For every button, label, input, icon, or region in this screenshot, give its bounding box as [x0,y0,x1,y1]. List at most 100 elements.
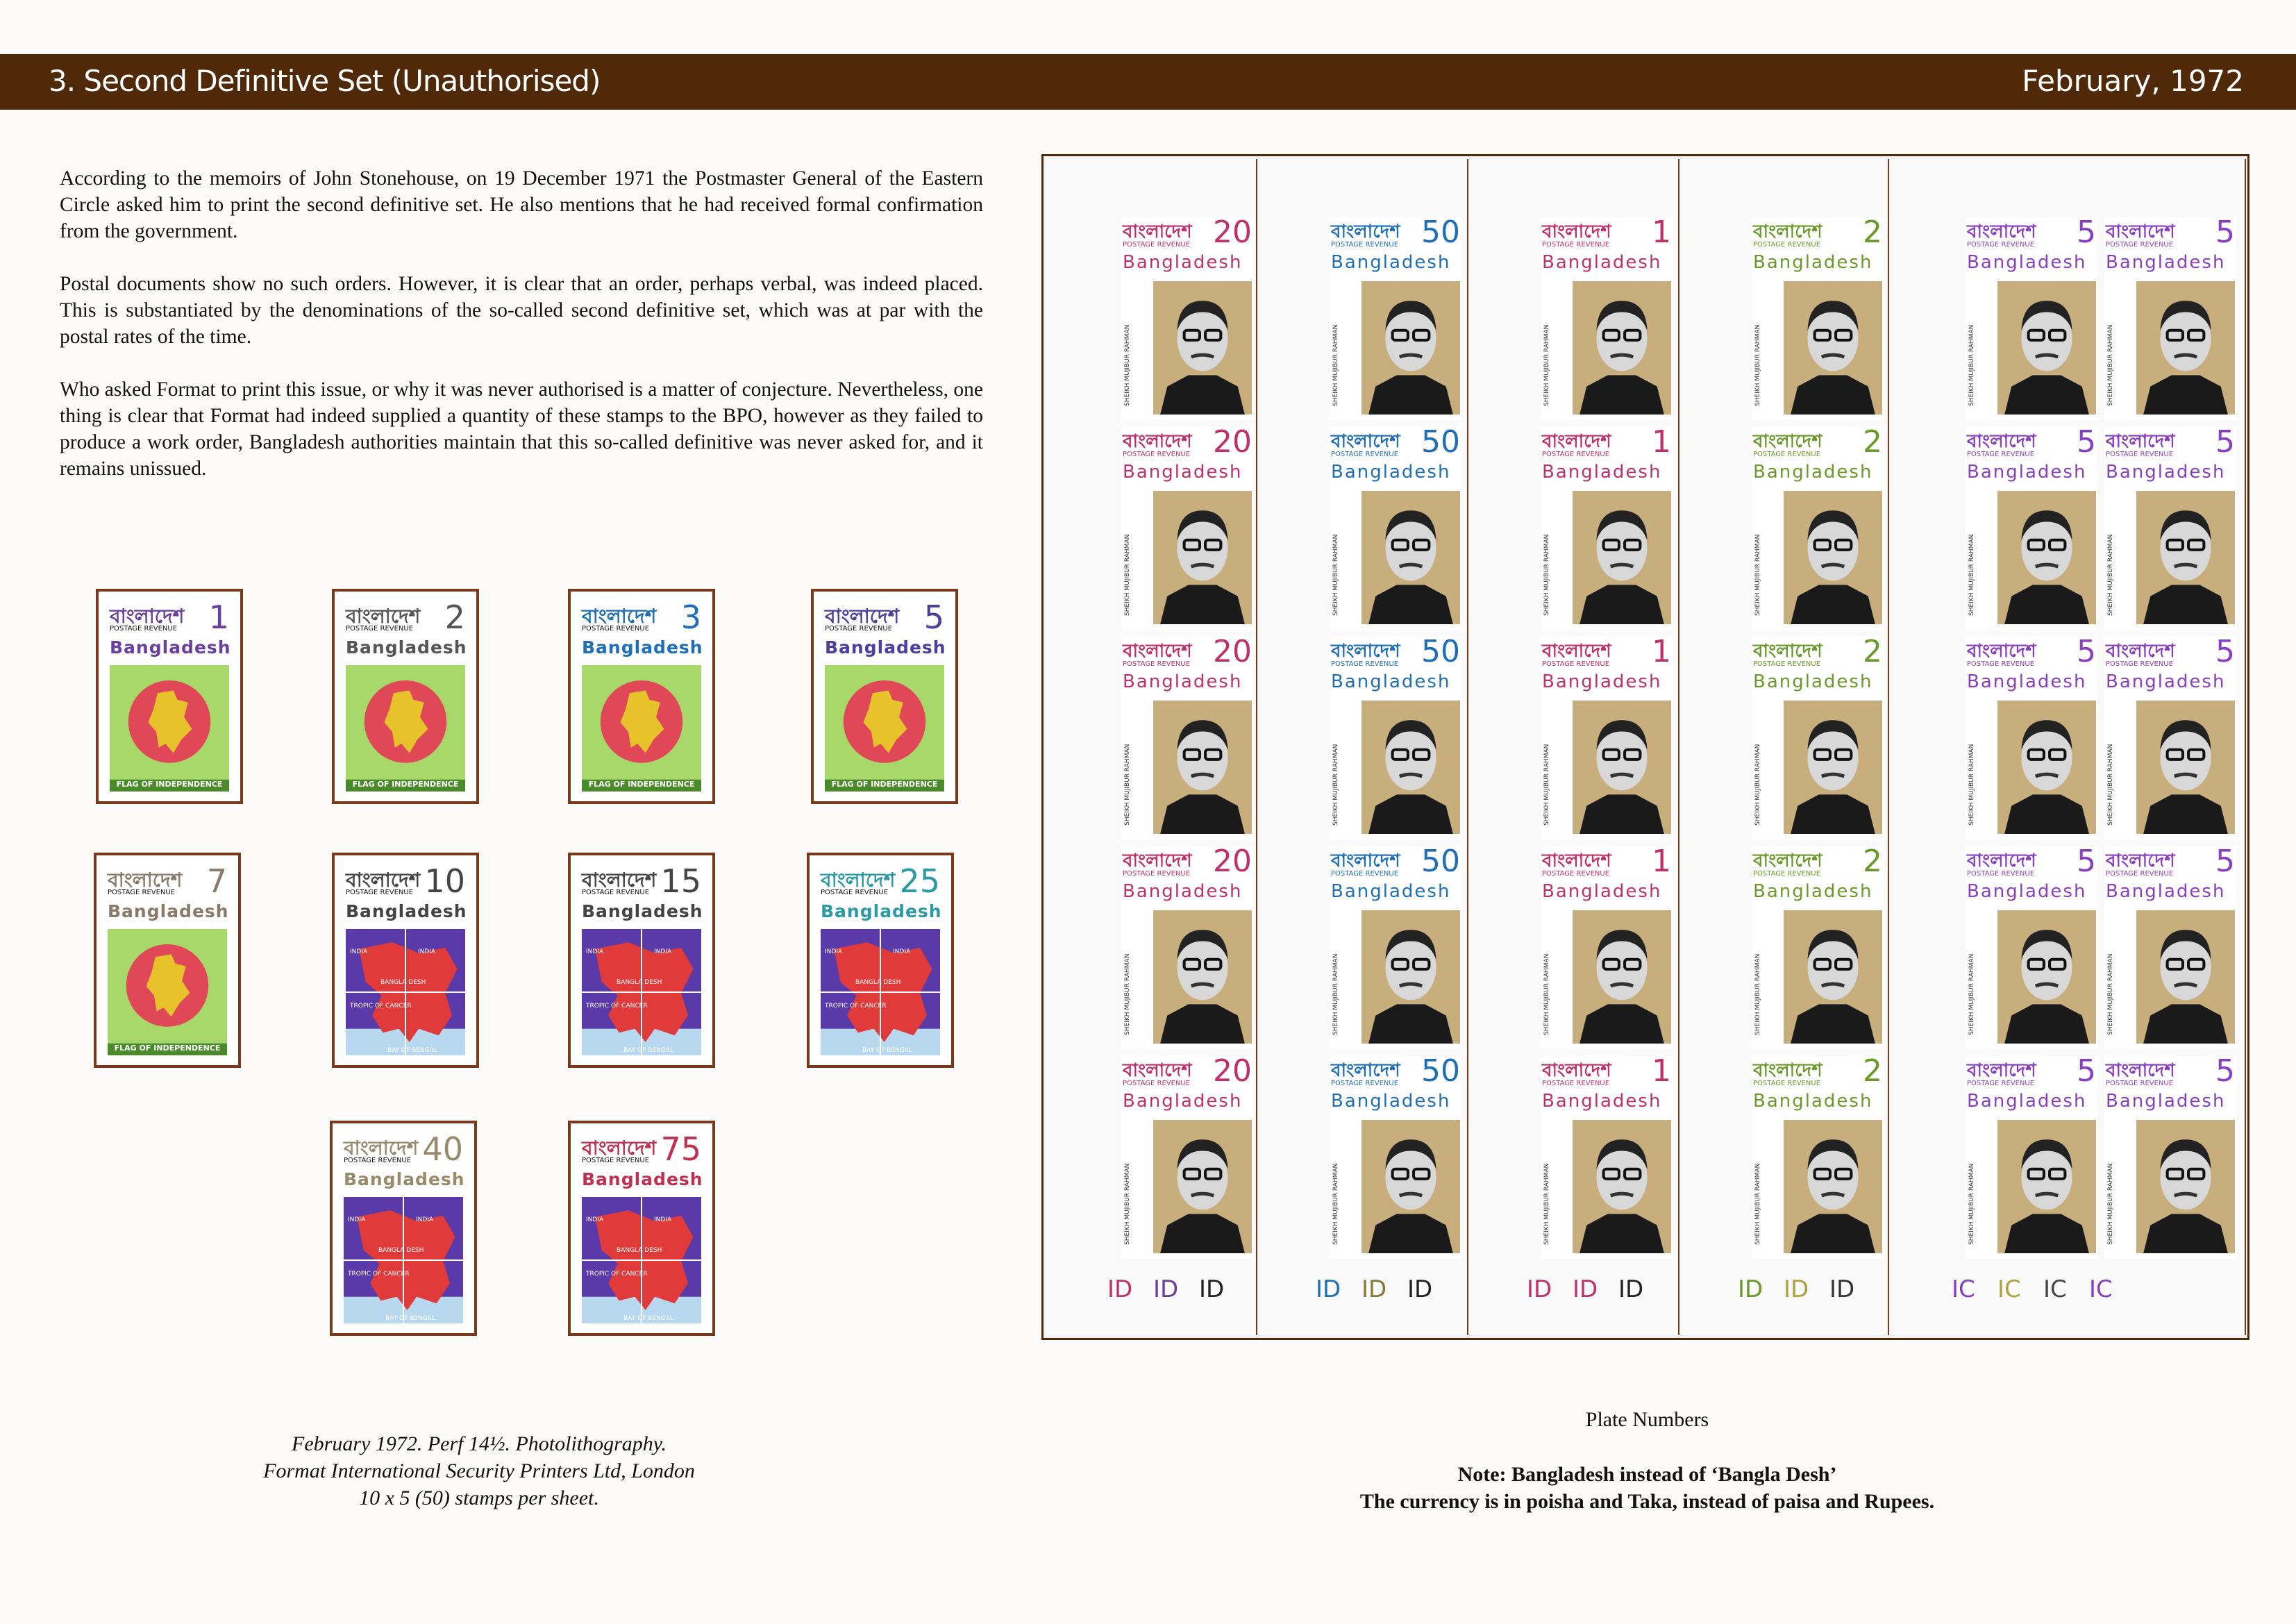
sheet-strip-1: বাংলাদেশ POSTAGE REVENUE 1 Bangladesh SHEIKH… [1470,159,1679,1335]
stamp-value: 40 [422,1130,463,1168]
stamp-value: 10 [424,862,465,900]
plate-number: ID [1199,1275,1225,1303]
stamp-postage-text: POSTAGE REVENUE [582,625,650,633]
stamp-country: Bangladesh [2106,252,2226,273]
stamp-bengali-text: বাংলাদেশ [1331,431,1400,452]
stamp-postage-text: POSTAGE REVENUE [1331,660,1399,668]
portrait-image [2136,910,2235,1044]
portrait-image [1361,701,1460,834]
set-caption: February 1972. Perf 14½. Photolithograph… [229,1430,729,1512]
stamp-bengali-text: বাংলাদেশ [2106,1060,2175,1081]
caption-line-1: February 1972. Perf 14½. Photolithograph… [292,1432,667,1455]
portrait-image [1997,701,2096,834]
stamp-postage-text: POSTAGE REVENUE [1331,241,1399,249]
stamp-value: 50 [1421,846,1460,879]
map-label-india: INDIA [586,948,604,955]
plate-number: IC [1997,1275,2021,1303]
stamp-value: 2 [444,598,465,636]
sheet-stamp: বাংলাদেশ POSTAGE REVENUE 2 Bangladesh SHEIKH… [1752,217,1884,420]
sheet-stamp: বাংলাদেশ POSTAGE REVENUE 1 Bangladesh SHEIKH… [1541,427,1673,630]
stamp-75: বাংলাদেশ POSTAGE REVENUE 75 Bangladesh INDIA… [568,1121,715,1336]
stamp-side-text: SHEIKH MUJIBUR RAHMAN [1754,744,1761,826]
stamp-side-text: SHEIKH MUJIBUR RAHMAN [1124,534,1131,616]
plate-number: ID [1738,1275,1763,1303]
stamp-value: 2 [1863,1056,1882,1089]
stamp-7: বাংলাদেশ POSTAGE REVENUE 7 Bangladesh FLAG O… [94,853,241,1068]
plate-number: ID [1829,1275,1855,1303]
plate-number: ID [1361,1275,1387,1303]
plate-note-2: The currency is in poisha and Taka, inst… [1359,1490,1935,1513]
stamp-country: Bangladesh [1123,671,1243,692]
stamp-value: 2 [1863,427,1882,460]
sheet-stamp: বাংলাদেশ POSTAGE REVENUE 50 Bangladesh SHEIK… [1330,637,1461,839]
sheet-stamp: বাংলাদেশ POSTAGE REVENUE 50 Bangladesh SHEIK… [1330,846,1461,1049]
stamp-bengali-text: বাংলাদেশ [1542,851,1611,871]
flag-caption: FLAG OF INDEPENDENCE [116,780,223,789]
stamp-postage-text: POSTAGE REVENUE [2106,451,2174,458]
stamp-postage-text: POSTAGE REVENUE [344,1157,412,1164]
stamp-country: Bangladesh [1331,671,1451,692]
stamp-bengali-text: বাংলাদেশ [1753,431,1822,452]
stamp-2: বাংলাদেশ POSTAGE REVENUE 2 Bangladesh FLAG O… [332,589,479,804]
stamp-country: Bangladesh [825,637,946,658]
flag-caption: FLAG OF INDEPENDENCE [588,780,695,789]
stamp-postage-text: POSTAGE REVENUE [1123,1080,1191,1087]
stamp-postage-text: POSTAGE REVENUE [1542,660,1610,668]
stamp-value: 50 [1421,217,1460,250]
stamp-bengali-text: বাংলাদেশ [1753,641,1822,662]
flag-caption: FLAG OF INDEPENDENCE [352,780,459,789]
stamp-bengali-text: বাংলাদেশ [2106,221,2175,242]
stamp-bengali-text: বাংলাদেশ [1331,851,1400,871]
stamp-side-text: SHEIKH MUJIBUR RAHMAN [1754,534,1761,616]
sheet-stamp: বাংলাদেশ POSTAGE REVENUE 20 Bangladesh SHEIK… [1121,427,1253,630]
plate-caption-title: Plate Numbers [1585,1408,1709,1431]
sheet-stamp: বাংলাদেশ POSTAGE REVENUE 50 Bangladesh SHEIK… [1330,217,1461,420]
stamp-value: 15 [660,862,701,900]
stamp-country: Bangladesh [346,637,467,658]
intro-text: According to the memoirs of John Stoneho… [60,165,983,508]
stamp-side-text: SHEIKH MUJIBUR RAHMAN [1124,953,1131,1035]
map-label-india-2: INDIA [418,948,436,955]
stamp-postage-text: POSTAGE REVENUE [1967,870,2035,878]
stamp-value: 20 [1213,1056,1252,1089]
stamp-3: বাংলাদেশ POSTAGE REVENUE 3 Bangladesh FLAG O… [568,589,715,804]
map-design: INDIA INDIA BANGLA DESH TROPIC OF CANCER BAY… [346,929,465,1055]
intro-paragraph-1: According to the memoirs of John Stoneho… [60,167,983,242]
sheet-stamp: বাংলাদেশ POSTAGE REVENUE 2 Bangladesh SHEIKH… [1752,1056,1884,1259]
stamp-postage-text: POSTAGE REVENUE [582,889,650,896]
plate-note-1: Note: Bangladesh instead of ‘Bangla Desh… [1457,1463,1837,1486]
stamp-country: Bangladesh [108,901,229,921]
stamp-country: Bangladesh [1123,1091,1243,1112]
stamp-value: 20 [1213,427,1252,460]
map-label-india-2: INDIA [893,948,911,955]
stamp-country: Bangladesh [2106,1091,2226,1112]
plate-number: ID [1316,1275,1341,1303]
stamp-country: Bangladesh [1967,881,2087,902]
stamp-bengali-text: বাংলাদেশ [346,869,421,891]
portrait-image [1153,491,1252,624]
stamp-postage-text: POSTAGE REVENUE [1753,660,1821,668]
portrait-image [1573,1120,1671,1253]
map-label-tropic: TROPIC OF CANCER [348,1271,410,1278]
flag-design: FLAG OF INDEPENDENCE [108,929,227,1055]
stamp-postage-text: POSTAGE REVENUE [1331,870,1399,878]
flag-design: FLAG OF INDEPENDENCE [346,665,465,792]
stamp-value: 5 [2077,637,2096,669]
stamp-value: 5 [923,598,944,636]
stamp-side-text: SHEIKH MUJIBUR RAHMAN [2107,744,2114,826]
portrait-image [1361,910,1460,1044]
stamp-postage-text: POSTAGE REVENUE [346,889,414,896]
sheet-stamp: বাংলাদেশ POSTAGE REVENUE 1 Bangladesh SHEIKH… [1541,1056,1673,1259]
stamp-country: Bangladesh [1542,252,1662,273]
stamp-1: বাংলাদেশ POSTAGE REVENUE 1 Bangladesh FLAG O… [96,589,243,804]
flag-caption: FLAG OF INDEPENDENCE [831,780,938,789]
stamp-side-text: SHEIKH MUJIBUR RAHMAN [1332,744,1339,826]
stamp-value: 5 [2215,427,2235,460]
stamp-country: Bangladesh [1753,462,1873,483]
flag-design: FLAG OF INDEPENDENCE [825,665,944,792]
stamp-country: Bangladesh [2106,462,2226,483]
map-label-tropic: TROPIC OF CANCER [586,1271,648,1278]
stamp-value: 2 [1863,217,1882,250]
stamp-bengali-text: বাংলাদেশ [1123,221,1192,242]
stamp-side-text: SHEIKH MUJIBUR RAHMAN [1332,953,1339,1035]
